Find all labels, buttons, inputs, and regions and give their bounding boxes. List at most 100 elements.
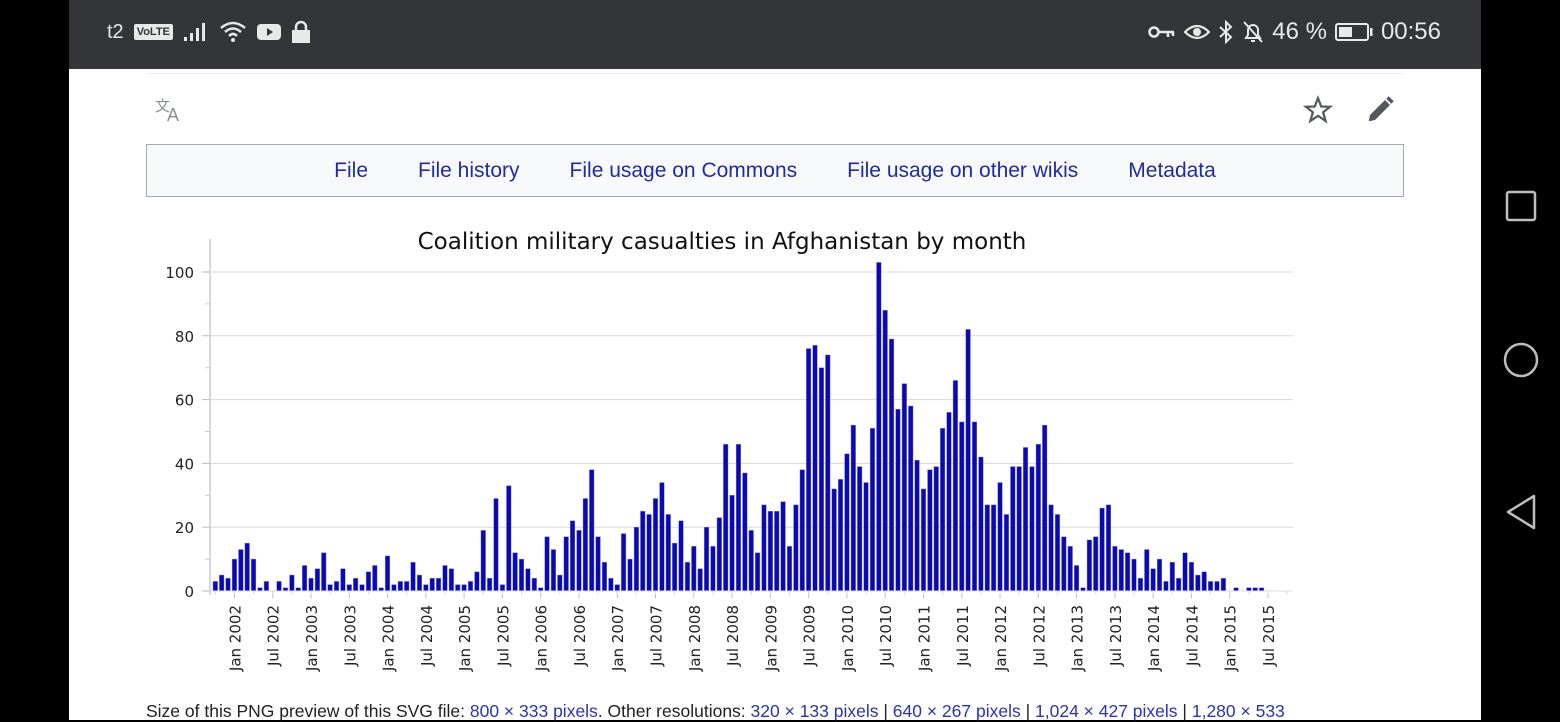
x-axis: Jan 2002 Jul 2002 Jan 2003 Jul 2003 Jan 2004… [210,590,1293,672]
bar [978,456,984,592]
signal-icon [183,23,205,41]
bar [231,558,237,592]
file-tabs: File File history File usage on Commons … [146,144,1404,197]
bar [423,584,429,592]
bar [1099,507,1105,592]
recent-apps-button[interactable] [1503,188,1539,224]
carrier-label: t2 [107,20,124,43]
bar [742,472,748,592]
bar [506,485,512,592]
bar [933,466,939,592]
tab-file-history[interactable]: File history [418,158,520,182]
resolution-info: Size of this PNG preview of this SVG fil… [146,701,1285,722]
bar [289,574,295,592]
bar [614,584,620,592]
volte-badge: VoLTE [133,24,173,40]
bar [1131,558,1137,592]
pencil-icon[interactable] [1361,91,1399,129]
bar [263,581,269,592]
svg-text:A: A [167,105,179,123]
separator: | [1177,701,1192,721]
bar [869,428,875,592]
x-tick-label: Jan 2005 [456,605,474,672]
bar [448,568,454,592]
bar [589,469,595,592]
bar [646,514,652,592]
bar [984,504,990,592]
bar [582,498,588,592]
bar [659,482,665,592]
bar [570,520,576,592]
tab-file[interactable]: File [334,158,368,182]
bar [831,488,837,592]
tab-file-usage-commons[interactable]: File usage on Commons [569,158,798,182]
resolution-link-640[interactable]: 640 × 267 pixels [892,701,1021,721]
footer-prefix: Size of this PNG preview of this SVG fil… [146,701,470,721]
x-tick-label: Jul 2009 [801,605,819,667]
preview-size-link[interactable]: 800 × 333 pixels [469,701,598,721]
x-tick-label: Jul 2010 [877,605,895,667]
key-icon [1148,26,1175,38]
bar [385,555,391,592]
home-button[interactable] [1503,342,1539,378]
bell-off-icon [1243,21,1263,43]
bar [1016,466,1022,592]
y-tick-label: 40 [175,455,194,473]
bar [429,578,435,592]
bar [525,568,531,592]
x-tick-label: Jan 2014 [1145,605,1163,672]
x-tick-label: Jul 2004 [418,605,436,667]
bar [927,469,933,592]
bar [678,520,684,592]
bar [372,565,378,592]
star-icon[interactable] [1299,91,1337,129]
bar [1169,562,1175,592]
bar [914,460,920,592]
tab-file-usage-other-wikis[interactable]: File usage on other wikis [847,158,1079,182]
chart-container[interactable]: Coalition military casualties in Afghani… [146,219,1306,689]
bar [812,345,818,592]
bar [946,412,952,592]
bar [346,584,352,592]
bar [238,549,244,592]
x-tick-label: Jan 2009 [762,605,780,672]
resolution-link-320[interactable]: 320 × 133 pixels [750,701,879,721]
bar [716,517,722,592]
bar [302,565,308,592]
x-tick-label: Jul 2005 [494,605,512,667]
bar [276,581,282,592]
bar [416,574,422,592]
bar [1023,447,1029,592]
bar [793,504,799,592]
x-tick-label: Jul 2015 [1260,605,1278,667]
bar [774,511,780,592]
footer-middle: . Other resolutions: [597,701,751,721]
resolution-link-1024[interactable]: 1,024 × 427 pixels [1035,701,1178,721]
tab-metadata[interactable]: Metadata [1128,158,1216,182]
casualties-chart: Coalition military casualties in Afghani… [165,229,1293,672]
bar [697,568,703,592]
x-tick-label: Jul 2011 [954,605,972,667]
grid [210,271,1293,528]
resolution-link-1280[interactable]: 1,280 × 533 [1191,701,1285,721]
bar [512,552,518,592]
bar [710,546,716,592]
bar [1112,546,1118,592]
bar [704,527,710,592]
x-tick-label: Jul 2007 [648,605,666,667]
bar [365,571,371,592]
bar [755,552,761,592]
bar [876,262,882,592]
bar [251,558,257,592]
y-tick-label: 0 [184,583,194,601]
bar [334,581,340,592]
x-tick-label: Jul 2003 [341,605,359,667]
x-tick-label: Jul 2006 [571,605,589,667]
separator: | [878,701,893,721]
bar [767,511,773,592]
y-tick-label: 20 [175,519,194,537]
back-button[interactable] [1503,494,1539,530]
bar [991,504,997,592]
